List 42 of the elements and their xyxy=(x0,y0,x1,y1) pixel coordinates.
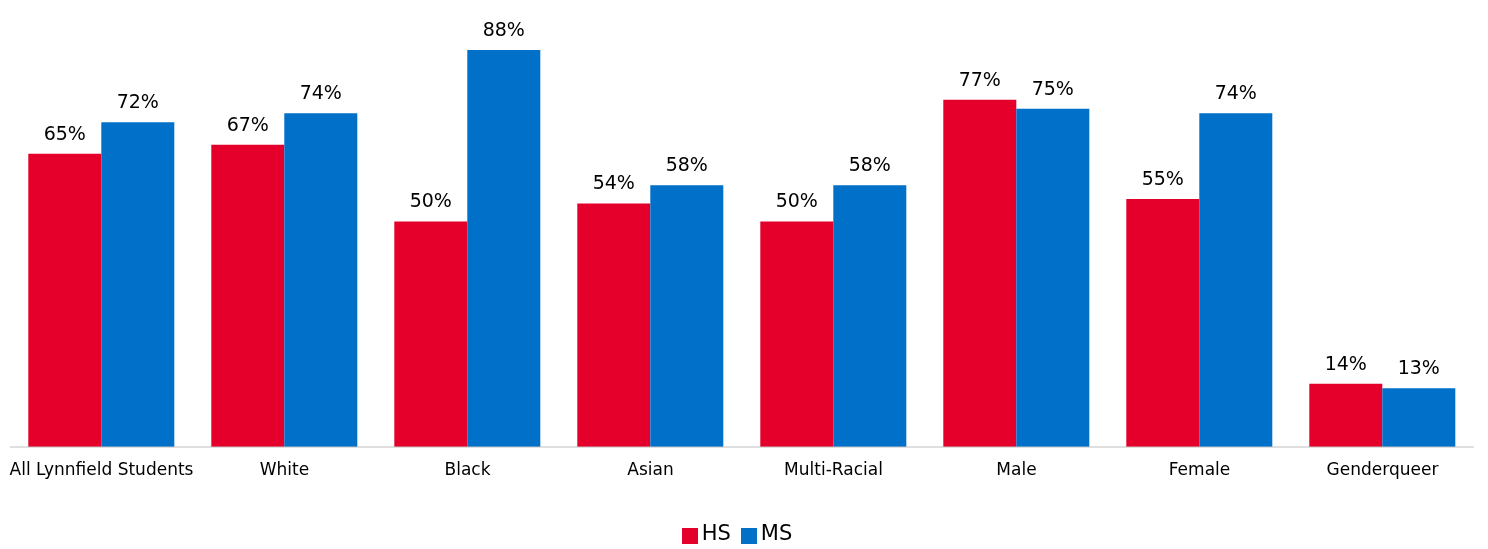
data-label: 88% xyxy=(482,18,525,40)
data-label: 13% xyxy=(1397,356,1440,379)
x-tick-label: Male xyxy=(996,459,1037,480)
bar xyxy=(28,153,102,447)
bar xyxy=(467,50,541,447)
bar xyxy=(1309,383,1383,447)
x-tick-label: All Lynnfield Students xyxy=(9,459,194,480)
data-label: 75% xyxy=(1031,76,1074,99)
data-label: 54% xyxy=(592,171,635,194)
bar xyxy=(101,122,175,447)
data-label: 58% xyxy=(665,153,708,176)
bar xyxy=(1382,388,1456,447)
x-tick-label: Genderqueer xyxy=(1326,459,1439,480)
x-tick-label: Multi-Racial xyxy=(784,459,883,480)
legend-label: MS xyxy=(760,521,793,545)
data-label: 14% xyxy=(1324,351,1367,374)
data-label: 65% xyxy=(43,121,86,144)
data-label: 77% xyxy=(958,67,1001,90)
x-tick-label: White xyxy=(259,459,310,480)
bar xyxy=(1126,198,1200,447)
bar xyxy=(1016,108,1090,447)
x-tick-label: Female xyxy=(1168,459,1231,480)
bar xyxy=(650,185,724,447)
data-label: 50% xyxy=(409,189,452,212)
bar xyxy=(577,203,651,447)
data-label: 74% xyxy=(1214,81,1257,104)
data-label: 55% xyxy=(1141,166,1184,189)
bar xyxy=(211,144,285,447)
x-tick-label: Black xyxy=(444,459,491,480)
bar xyxy=(1199,113,1273,447)
data-label: 58% xyxy=(848,153,891,176)
data-label: 67% xyxy=(226,112,269,135)
bar xyxy=(760,221,834,447)
bar xyxy=(284,113,358,447)
data-label: 74% xyxy=(299,81,342,104)
data-label: 50% xyxy=(775,189,818,212)
bar xyxy=(394,221,468,447)
legend-label: HS xyxy=(701,521,731,545)
data-label: 72% xyxy=(116,90,159,113)
x-tick-label: Asian xyxy=(627,459,674,480)
bar xyxy=(943,99,1017,447)
bar xyxy=(833,185,907,447)
